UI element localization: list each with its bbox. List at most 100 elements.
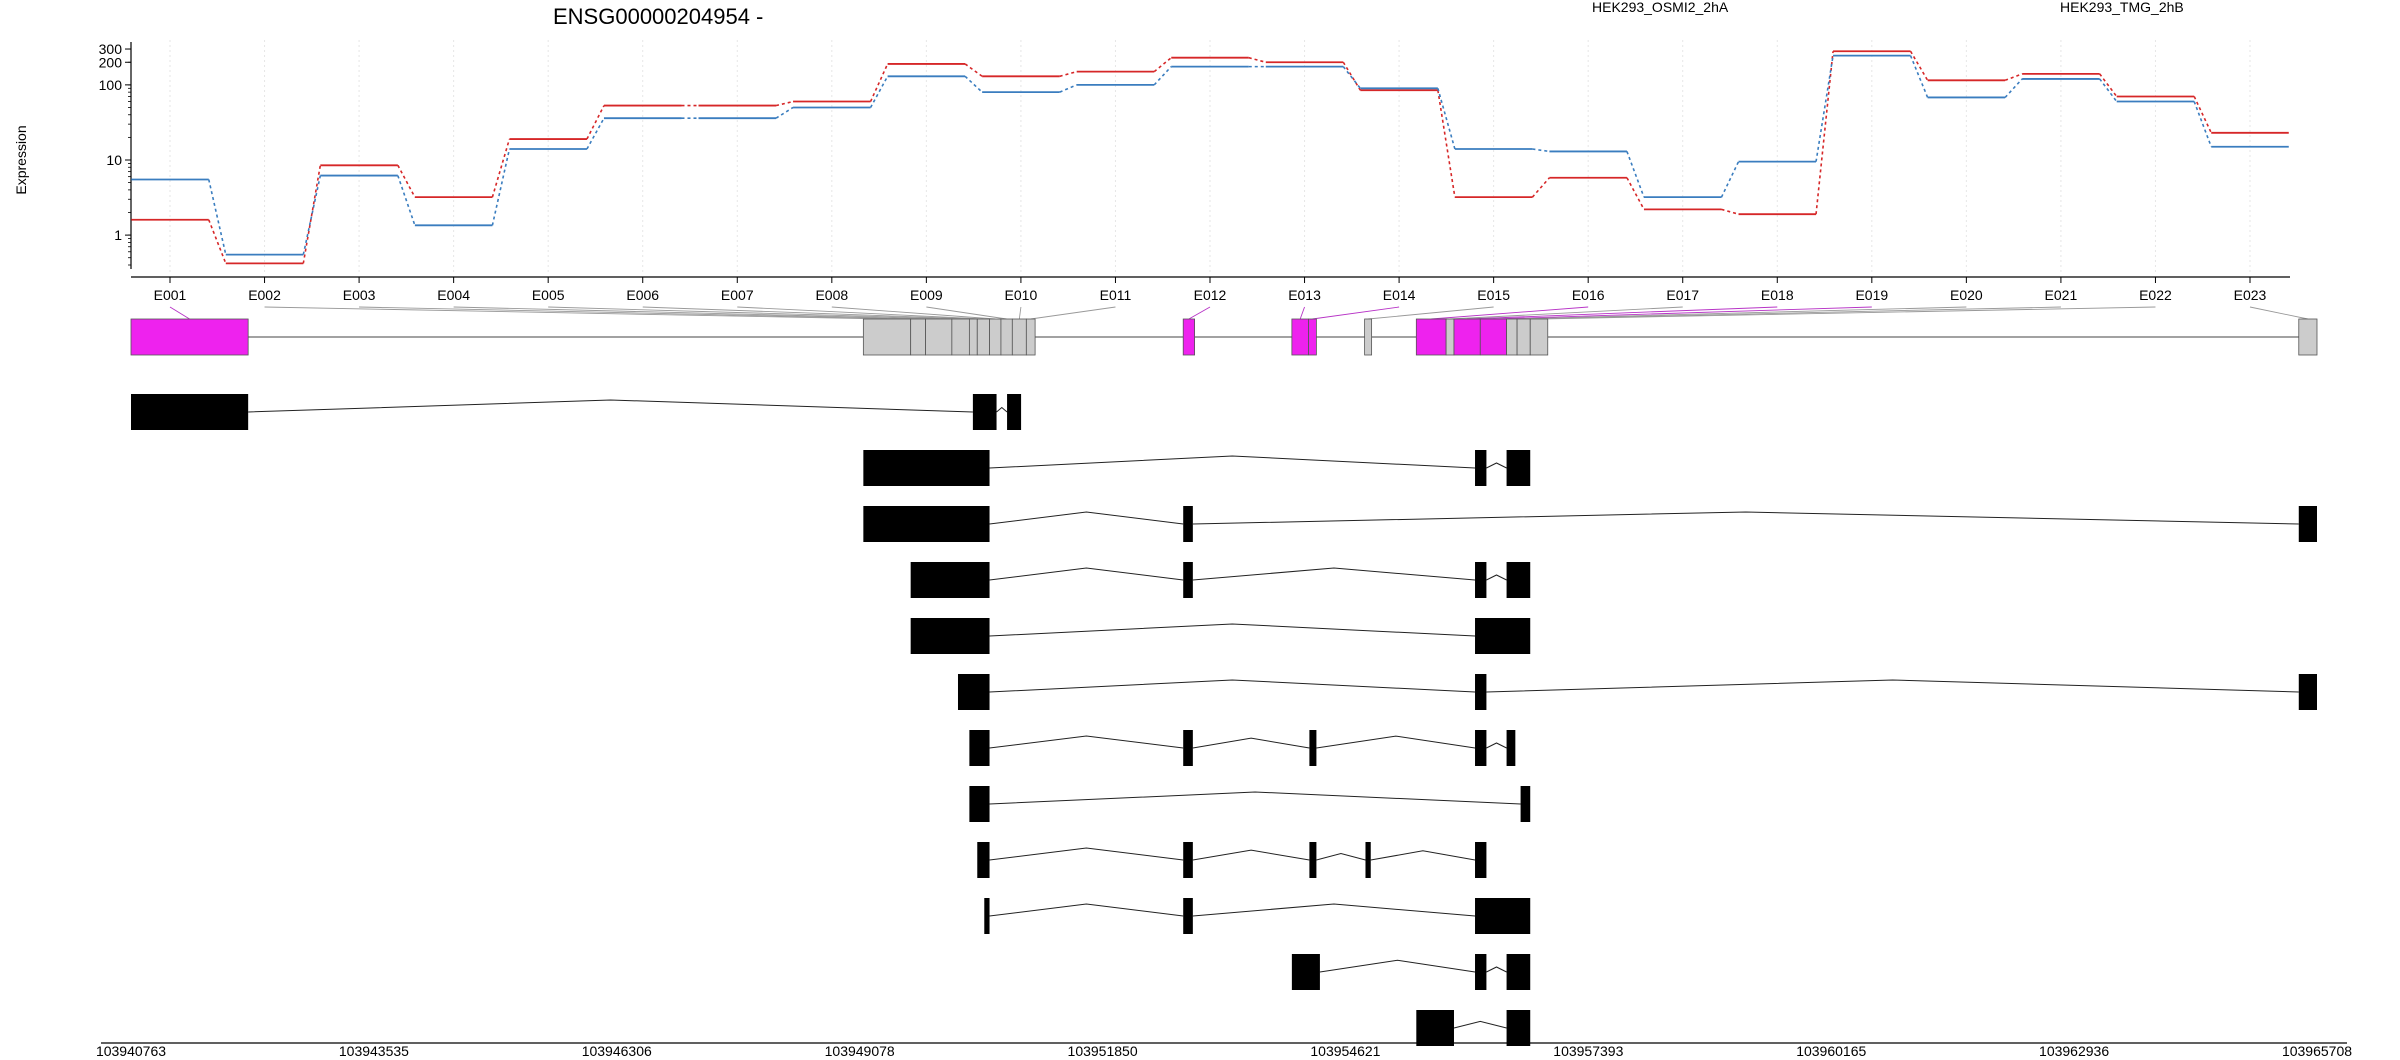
series-1-connector bbox=[208, 219, 227, 264]
gene-exon-bin-e008 bbox=[989, 318, 1002, 356]
series-1-connector bbox=[586, 105, 605, 140]
connector-e011 bbox=[1030, 306, 1116, 320]
series-2-connector bbox=[869, 75, 889, 108]
x-tick-label-e018: E018 bbox=[1761, 287, 1794, 303]
gene-exon-bin-e021 bbox=[1516, 318, 1531, 356]
connector-e021 bbox=[1523, 306, 2061, 320]
transcript-exon bbox=[910, 562, 990, 598]
gene-exon-bin-e013 bbox=[1291, 318, 1309, 356]
series-1-connector bbox=[1437, 90, 1456, 198]
legend-series-2: HEK293_TMG_2hB bbox=[2060, 0, 2184, 15]
series-1 bbox=[131, 50, 2289, 265]
gene-exon-bin-e014 bbox=[1308, 318, 1317, 356]
transcript-exon bbox=[1475, 618, 1531, 654]
connector-e018 bbox=[1467, 306, 1778, 320]
transcript-intron bbox=[1316, 853, 1366, 861]
transcript-exon bbox=[863, 506, 990, 542]
y-tick-label-200: 200 bbox=[99, 54, 123, 70]
x-tick-label-e013: E013 bbox=[1288, 287, 1321, 303]
series-2-connector bbox=[1720, 161, 1740, 198]
transcript-exon bbox=[1475, 842, 1487, 878]
transcript-exon bbox=[2298, 506, 2317, 542]
connector-e023 bbox=[2249, 306, 2308, 320]
transcript-exon bbox=[969, 786, 990, 822]
x-tick-label-e023: E023 bbox=[2234, 287, 2267, 303]
transcript-4 bbox=[910, 562, 1531, 598]
gene-exon-bin-e019 bbox=[1479, 318, 1507, 356]
gene-exon-bin-e009 bbox=[1000, 318, 1013, 356]
transcript-7 bbox=[969, 730, 1516, 766]
transcript-5 bbox=[910, 618, 1531, 654]
connector-e010 bbox=[1018, 306, 1022, 320]
series-2-connector bbox=[1059, 84, 1078, 93]
transcript-intron bbox=[1486, 742, 1507, 749]
transcript-exon bbox=[1475, 674, 1487, 710]
series-1-connector bbox=[302, 165, 322, 264]
x-tick-label-e012: E012 bbox=[1194, 287, 1227, 303]
genomic-tick-label: 103965708 bbox=[2282, 1043, 2352, 1059]
gene-exon-bin-e018 bbox=[1453, 318, 1481, 356]
transcript-intron bbox=[989, 847, 1184, 861]
transcript-intron bbox=[989, 735, 1184, 749]
genomic-axis: 103940763 103943535 103946306 103949078 1039… bbox=[96, 1042, 2352, 1059]
transcript-2 bbox=[863, 450, 1531, 486]
transcript-exon bbox=[957, 674, 990, 710]
genomic-tick-label: 103962936 bbox=[2039, 1043, 2109, 1059]
transcript-exon bbox=[1475, 954, 1487, 990]
series-2-connector bbox=[302, 175, 322, 255]
transcript-exon bbox=[1506, 562, 1531, 598]
transcript-intron bbox=[1192, 849, 1310, 861]
connector-e007 bbox=[737, 306, 984, 320]
transcript-exon bbox=[1475, 450, 1487, 486]
connector-e005 bbox=[548, 306, 961, 320]
chart-title: ENSG00000204954 - bbox=[553, 4, 763, 29]
gene-exon-bin-e010 bbox=[1011, 318, 1027, 356]
x-tick-label-e015: E015 bbox=[1477, 287, 1510, 303]
series-1-connector bbox=[2004, 73, 2023, 82]
series-2-connector bbox=[775, 106, 794, 119]
series-lines bbox=[131, 50, 2289, 265]
genomic-tick-label: 103940763 bbox=[96, 1043, 166, 1059]
series-1-connector bbox=[1531, 177, 1551, 198]
transcript-exon bbox=[1183, 730, 1193, 766]
transcript-exon bbox=[1506, 450, 1531, 486]
transcript-exon bbox=[1475, 562, 1487, 598]
transcript-intron bbox=[1192, 737, 1310, 749]
gene-exon-bin-e011 bbox=[1025, 318, 1036, 356]
series-2-connector bbox=[1815, 55, 1834, 162]
transcript-intron bbox=[989, 791, 1521, 805]
genomic-tick-label: 103954621 bbox=[1310, 1043, 1380, 1059]
grid-lines bbox=[169, 40, 2251, 273]
x-tick-label-e011: E011 bbox=[1100, 287, 1132, 303]
transcript-intron bbox=[1316, 735, 1476, 749]
gene-exon-bin-e002 bbox=[862, 318, 912, 356]
transcript-exon bbox=[1183, 898, 1193, 934]
transcript-8 bbox=[969, 786, 1531, 822]
transcript-exon bbox=[1365, 842, 1371, 878]
transcript-exon bbox=[972, 394, 997, 430]
series-2-connector bbox=[1153, 66, 1172, 86]
gene-exon-bin-e007 bbox=[976, 318, 990, 356]
gene-exon-bin-e006 bbox=[968, 318, 978, 356]
transcript-intron bbox=[989, 623, 1476, 637]
transcript-exon bbox=[1416, 1010, 1454, 1046]
transcript-intron bbox=[1486, 574, 1507, 581]
connector-e016 bbox=[1431, 306, 1589, 320]
transcript-12 bbox=[1416, 1010, 1531, 1046]
transcript-exon bbox=[1475, 730, 1487, 766]
gene-exon-bin-e005 bbox=[951, 318, 970, 356]
gene-exon-bin-e017 bbox=[1445, 318, 1455, 356]
x-tick-label-e021: E021 bbox=[2045, 287, 2078, 303]
series-1-connector bbox=[1909, 50, 1929, 81]
transcript-exon bbox=[910, 618, 990, 654]
transcript-exon bbox=[1309, 730, 1317, 766]
transcript-intron bbox=[1192, 903, 1476, 917]
series-1-connector bbox=[1815, 51, 1834, 215]
x-tick-label-e019: E019 bbox=[1855, 287, 1888, 303]
series-1-connector bbox=[964, 63, 983, 77]
transcript-exon bbox=[1506, 730, 1516, 766]
transcript-exon bbox=[863, 450, 990, 486]
series-2-connector bbox=[1626, 151, 1645, 198]
gene-exon-bin-e015 bbox=[1364, 318, 1373, 356]
transcript-intron bbox=[1192, 567, 1476, 581]
